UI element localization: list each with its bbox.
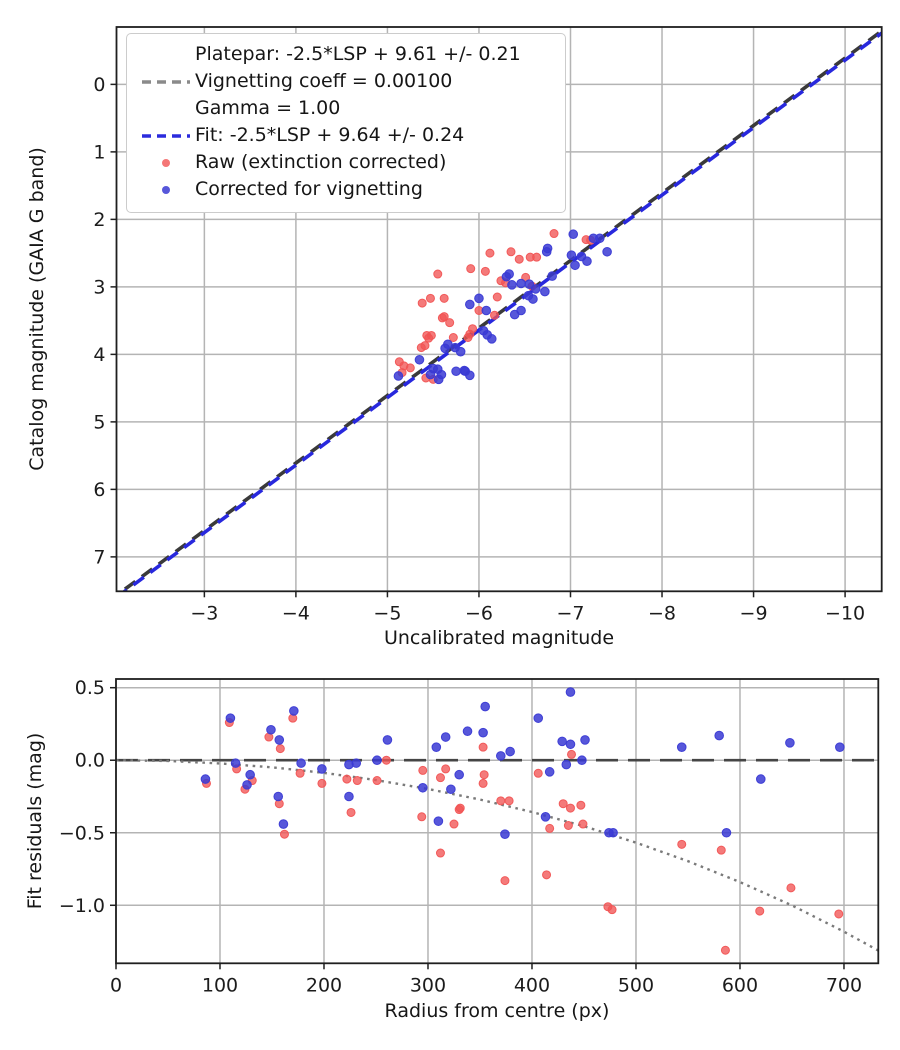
bottom-xaxis-label: Radius from centre (px): [384, 1000, 610, 1022]
raw-scatter: [394, 229, 596, 384]
tick-labels: 0 100 200 300 400 500 600 700 0.5 0.0 −0.5 −1.0: [59, 677, 862, 996]
svg-text:2: 2: [93, 209, 105, 231]
platepar-label-line2: Vignetting coeff = 0.00100: [195, 70, 453, 92]
svg-text:0: 0: [93, 74, 105, 96]
svg-text:300: 300: [410, 974, 446, 996]
svg-text:−8: −8: [648, 602, 676, 624]
svg-text:500: 500: [618, 974, 654, 996]
svg-text:0: 0: [110, 974, 122, 996]
svg-text:−1.0: −1.0: [59, 895, 105, 917]
svg-text:−6: −6: [465, 602, 493, 624]
platepar-dashed-line-icon: [137, 76, 195, 88]
axes-spines: [115, 26, 883, 593]
svg-text:−7: −7: [556, 602, 584, 624]
platepar-label-line3: Gamma = 1.00: [195, 97, 341, 119]
svg-text:700: 700: [826, 974, 862, 996]
svg-text:−3: −3: [190, 602, 218, 624]
svg-text:7: 7: [93, 546, 105, 568]
grid: [116, 27, 882, 592]
svg-text:−5: −5: [373, 602, 401, 624]
svg-text:4: 4: [93, 344, 105, 366]
svg-text:5: 5: [93, 411, 105, 433]
svg-text:200: 200: [306, 974, 342, 996]
bottom-plot: 0 100 200 300 400 500 600 700 0.5 0.0 −0.5 −1.0: [59, 677, 880, 996]
svg-text:0.0: 0.0: [75, 750, 105, 772]
platepar-label-line1: Platepar: -2.5*LSP + 9.61 +/- 0.21: [195, 43, 521, 65]
legend: Platepar: -2.5*LSP + 9.61 +/- 0.21 Vigne…: [126, 33, 566, 213]
top-yaxis-label: Catalog magnitude (GAIA G band): [26, 147, 48, 471]
legend-entry-fit: Fit: -2.5*LSP + 9.64 +/- 0.24: [137, 122, 555, 149]
raw-label: Raw (extinction corrected): [195, 151, 447, 173]
svg-text:600: 600: [722, 974, 758, 996]
svg-text:0.5: 0.5: [75, 677, 105, 699]
top-xaxis-label: Uncalibrated magnitude: [383, 627, 615, 649]
fit-dashed-line-icon: [137, 130, 195, 142]
bottom-yaxis-label: Fit residuals (mag): [24, 732, 46, 910]
top-plot: −3 −4 −5 −6 −7 −8 −9 −10 0 1 2 3 4 5 6 7: [93, 26, 883, 624]
axes-spines: [115, 678, 880, 965]
tick-labels: −3 −4 −5 −6 −7 −8 −9 −10 0 1 2 3 4 5 6 7: [93, 74, 865, 624]
raw-scatter: [201, 713, 844, 955]
vignetting-model-curve: [116, 759, 879, 952]
corrected-scatter: [200, 687, 845, 840]
svg-text:3: 3: [93, 276, 105, 298]
svg-text:100: 100: [202, 974, 238, 996]
fit-line: [121, 31, 882, 592]
svg-text:1: 1: [93, 141, 105, 163]
svg-text:400: 400: [514, 974, 550, 996]
raw-dot-icon: [137, 157, 195, 169]
svg-text:−0.5: −0.5: [59, 822, 105, 844]
corrected-label: Corrected for vignetting: [195, 178, 423, 200]
legend-entry-platepar: Platepar: -2.5*LSP + 9.61 +/- 0.21 Vigne…: [137, 41, 555, 122]
svg-text:−9: −9: [740, 602, 768, 624]
legend-entry-corrected: Corrected for vignetting: [137, 176, 555, 203]
corrected-dot-icon: [137, 184, 195, 196]
ticks: [110, 83, 846, 598]
legend-entry-raw: Raw (extinction corrected): [137, 149, 555, 176]
svg-text:6: 6: [93, 479, 105, 501]
ticks: [110, 686, 845, 970]
svg-text:−10: −10: [825, 602, 865, 624]
platepar-label: Platepar: -2.5*LSP + 9.61 +/- 0.21 Vigne…: [195, 41, 521, 122]
svg-text:−4: −4: [282, 602, 310, 624]
fit-label: Fit: -2.5*LSP + 9.64 +/- 0.24: [195, 124, 465, 146]
corrected-scatter: [393, 229, 612, 385]
